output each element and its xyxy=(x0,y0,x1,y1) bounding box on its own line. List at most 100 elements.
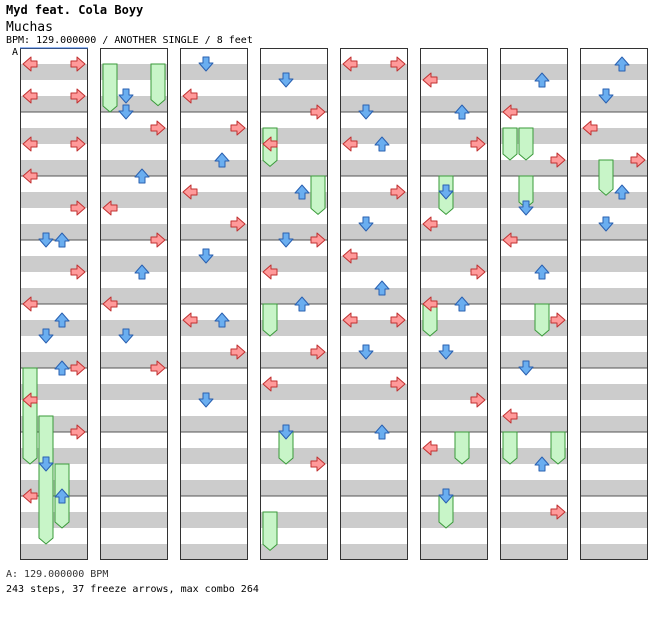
beat-stripe xyxy=(20,128,88,144)
beat-stripe xyxy=(420,64,488,80)
up-arrow-icon xyxy=(214,312,230,328)
freeze-arrow xyxy=(22,367,38,465)
right-arrow-icon xyxy=(70,264,86,280)
right-arrow-icon xyxy=(550,504,566,520)
up-arrow-icon xyxy=(294,184,310,200)
beat-stripe xyxy=(420,192,488,208)
down-arrow-icon xyxy=(198,56,214,72)
beat-stripe xyxy=(340,192,408,208)
beat-stripe xyxy=(420,160,488,176)
beat-stripe xyxy=(420,416,488,432)
down-arrow-icon xyxy=(118,88,134,104)
beat-stripe xyxy=(100,160,168,176)
beat-stripe xyxy=(100,128,168,144)
column-border xyxy=(580,48,648,560)
right-arrow-icon xyxy=(70,136,86,152)
right-arrow-icon xyxy=(470,136,486,152)
down-arrow-icon xyxy=(198,392,214,408)
beat-stripe xyxy=(580,192,648,208)
beat-stripe xyxy=(20,352,88,368)
beat-stripe xyxy=(580,448,648,464)
beat-stripe xyxy=(500,96,568,112)
freeze-arrow xyxy=(550,431,566,465)
beat-stripe xyxy=(420,288,488,304)
beat-stripe xyxy=(420,544,488,560)
beat-stripe xyxy=(180,416,248,432)
beat-stripe xyxy=(180,192,248,208)
beat-stripe xyxy=(180,480,248,496)
left-arrow-icon xyxy=(22,296,38,312)
column-border xyxy=(420,48,488,560)
freeze-arrow xyxy=(518,127,534,161)
right-arrow-icon xyxy=(470,392,486,408)
beat-stripe xyxy=(420,448,488,464)
beat-stripe xyxy=(420,384,488,400)
beat-stripe xyxy=(100,480,168,496)
down-arrow-icon xyxy=(438,344,454,360)
beat-stripe xyxy=(100,352,168,368)
left-arrow-icon xyxy=(502,232,518,248)
left-arrow-icon xyxy=(22,488,38,504)
beat-stripe xyxy=(340,64,408,80)
beat-stripe xyxy=(20,192,88,208)
left-arrow-icon xyxy=(22,56,38,72)
freeze-arrow xyxy=(310,175,326,216)
column-border xyxy=(500,48,568,560)
beat-stripe xyxy=(100,288,168,304)
beat-stripe xyxy=(340,288,408,304)
right-arrow-icon xyxy=(230,216,246,232)
right-arrow-icon xyxy=(70,424,86,440)
beat-stripe xyxy=(580,352,648,368)
down-arrow-icon xyxy=(198,248,214,264)
beat-stripe xyxy=(20,160,88,176)
down-arrow-icon xyxy=(38,328,54,344)
beat-stripe xyxy=(580,512,648,528)
right-arrow-icon xyxy=(630,152,646,168)
left-arrow-icon xyxy=(262,376,278,392)
down-arrow-icon xyxy=(598,88,614,104)
beat-stripe xyxy=(340,448,408,464)
up-arrow-icon xyxy=(54,232,70,248)
up-arrow-icon xyxy=(374,136,390,152)
beat-stripe xyxy=(260,288,328,304)
beat-stripe xyxy=(260,544,328,560)
beat-stripe xyxy=(100,512,168,528)
beat-stripe xyxy=(180,160,248,176)
right-arrow-icon xyxy=(70,88,86,104)
beat-stripe xyxy=(100,384,168,400)
beat-stripe xyxy=(580,128,648,144)
beat-stripe xyxy=(500,544,568,560)
right-arrow-icon xyxy=(310,344,326,360)
beat-stripe xyxy=(260,64,328,80)
beat-stripe xyxy=(260,384,328,400)
beat-stripe xyxy=(20,544,88,560)
down-arrow-icon xyxy=(358,216,374,232)
beat-stripe xyxy=(580,544,648,560)
column-border xyxy=(340,48,408,560)
up-arrow-icon xyxy=(534,264,550,280)
left-arrow-icon xyxy=(502,104,518,120)
right-arrow-icon xyxy=(390,184,406,200)
freeze-arrow xyxy=(502,431,518,465)
beat-stripe xyxy=(100,224,168,240)
right-arrow-icon xyxy=(310,456,326,472)
freeze-arrow xyxy=(262,511,278,552)
beat-stripe xyxy=(500,160,568,176)
down-arrow-icon xyxy=(38,232,54,248)
beat-stripe xyxy=(340,256,408,272)
left-arrow-icon xyxy=(182,312,198,328)
freeze-arrow xyxy=(150,63,166,107)
left-arrow-icon xyxy=(342,312,358,328)
beat-stripe xyxy=(500,352,568,368)
down-arrow-icon xyxy=(38,456,54,472)
beat-stripe xyxy=(340,384,408,400)
beat-stripe xyxy=(420,96,488,112)
chart-info: BPM: 129.000000 / ANOTHER SINGLE / 8 fee… xyxy=(6,35,253,46)
up-arrow-icon xyxy=(54,360,70,376)
beat-stripe xyxy=(20,480,88,496)
beat-stripe xyxy=(500,416,568,432)
column-border xyxy=(180,48,248,560)
right-arrow-icon xyxy=(310,104,326,120)
down-arrow-icon xyxy=(358,344,374,360)
right-arrow-icon xyxy=(70,360,86,376)
